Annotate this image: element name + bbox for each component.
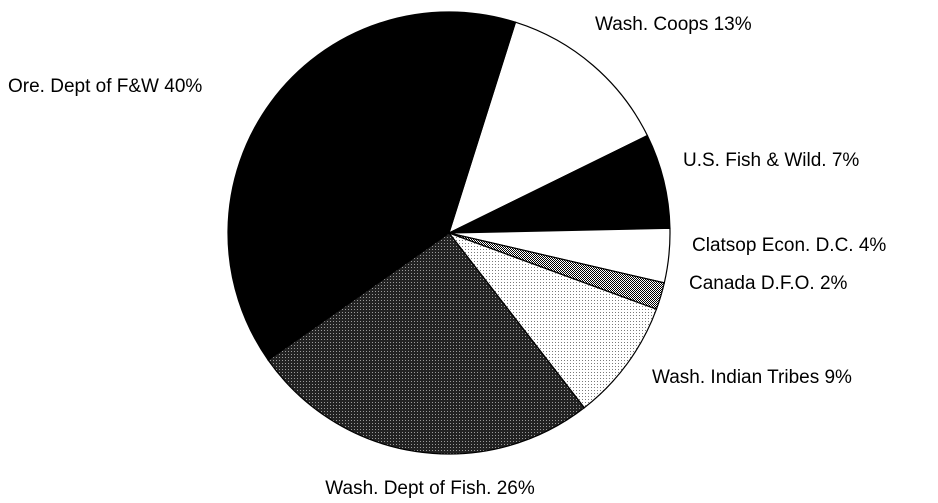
slice-label-ore-dept-of-f-w: Ore. Dept of F&W 40%: [8, 76, 202, 97]
pie-slices: [227, 11, 671, 455]
slice-label-wash-indian-tribes: Wash. Indian Tribes 9%: [652, 367, 852, 388]
slice-label-wash-dept-of-fish: Wash. Dept of Fish. 26%: [325, 478, 535, 499]
slice-labels: Wash. Coops 13% U.S. Fish & Wild. 7% Clats…: [8, 14, 886, 499]
slice-label-wash-coops: Wash. Coops 13%: [595, 14, 752, 35]
slice-label-canada-d-f-o: Canada D.F.O. 2%: [689, 273, 848, 294]
pie-slice-wash-coops: [448, 21, 649, 235]
slice-label-u-s-fish-wild: U.S. Fish & Wild. 7%: [683, 150, 859, 171]
pie-slice-wash-dept-of-fish: [267, 232, 586, 455]
pie-slice-ore-dept-of-f-w: [227, 11, 517, 361]
pie-slice-wash-indian-tribes: [447, 231, 658, 409]
slice-label-clatsop-econ-d-c: Clatsop Econ. D.C. 4%: [692, 235, 886, 256]
